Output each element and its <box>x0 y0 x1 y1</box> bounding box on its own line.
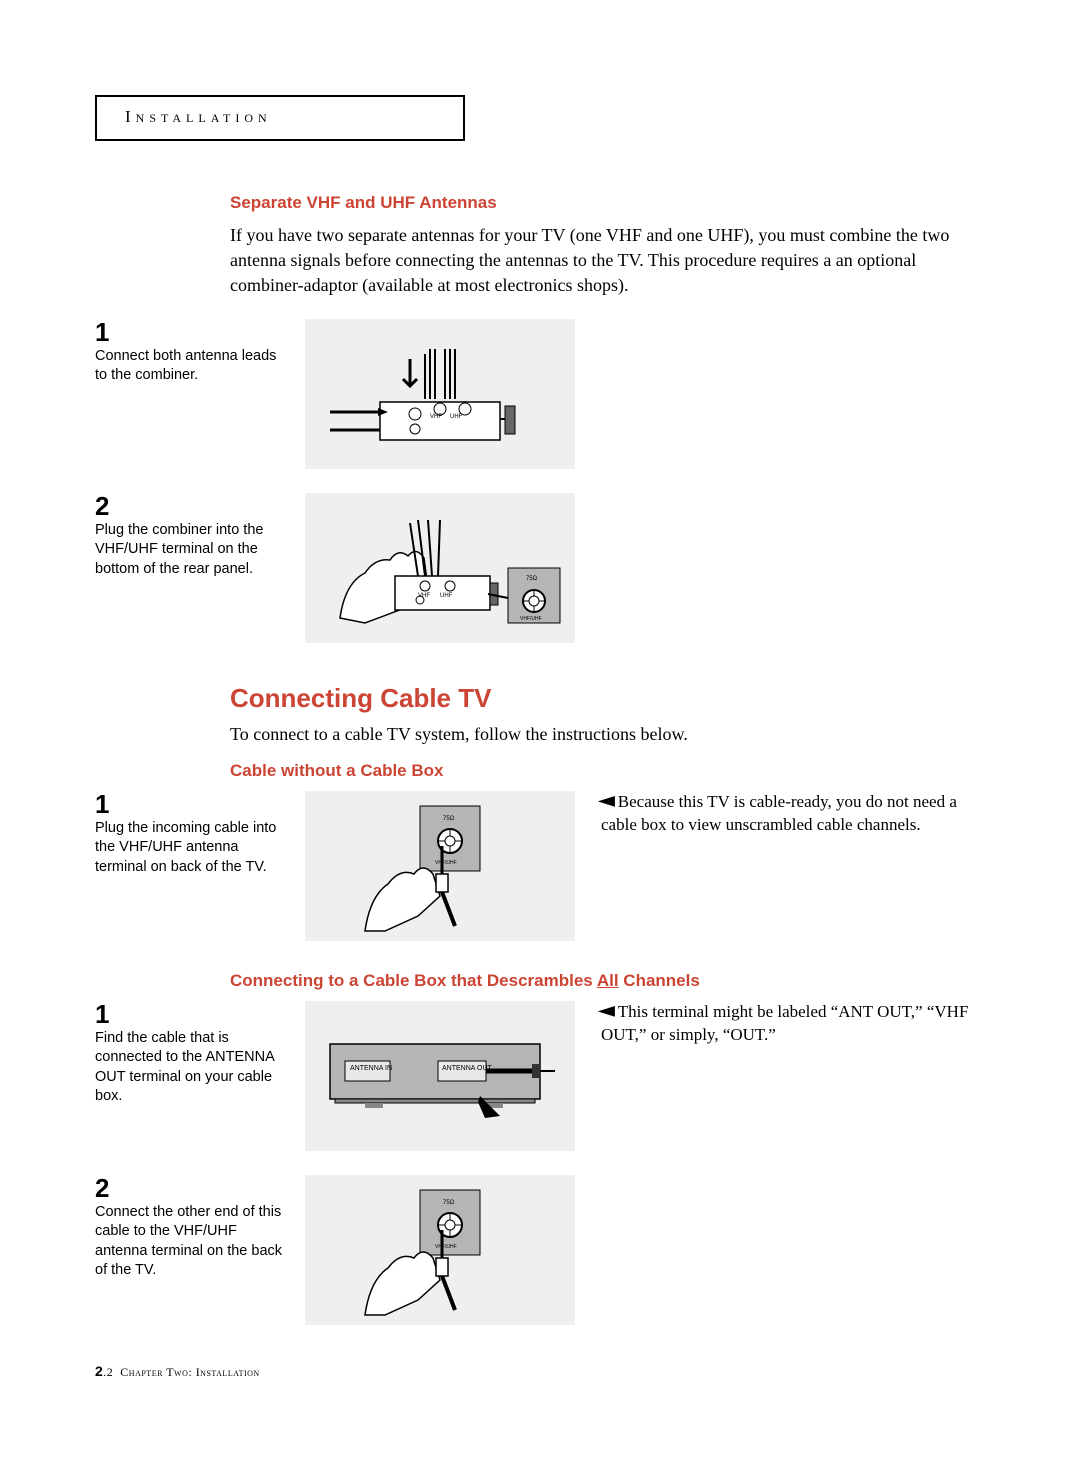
svg-text:UHF: UHF <box>450 414 463 420</box>
chapter-tab: Installation <box>95 95 465 141</box>
step-number: 1 <box>95 1001 291 1027</box>
step-number: 2 <box>95 1175 291 1201</box>
cable-sub1-head: Cable without a Cable Box <box>230 761 975 781</box>
cable-sub2-head: Connecting to a Cable Box that Descrambl… <box>230 971 975 991</box>
svg-text:VHF: VHF <box>418 593 430 599</box>
svg-text:75Ω: 75Ω <box>443 816 455 822</box>
cable-sub1-step1: 1 Plug the incoming cable into the VHF/U… <box>95 791 975 941</box>
svg-text:VHF: VHF <box>430 414 442 420</box>
step-number: 2 <box>95 493 291 519</box>
svg-text:75Ω: 75Ω <box>526 576 538 582</box>
svg-text:VHF/UHF: VHF/UHF <box>435 860 457 866</box>
antenna-intro: If you have two separate antennas for yo… <box>230 223 975 299</box>
note-arrow-icon: ◀ <box>598 1003 615 1022</box>
antenna-step-1: 1 Connect both antenna leads to the comb… <box>95 319 975 469</box>
step-number: 1 <box>95 791 291 817</box>
cable-sub2-step2: 2 Connect the other end of this cable to… <box>95 1175 975 1325</box>
step-text: Connect both antenna leads to the combin… <box>95 347 291 386</box>
cable-box-diagram-icon: ANTENNA IN ANTENNA OUT <box>305 1001 575 1151</box>
page-number-rest: .2 <box>103 1365 113 1379</box>
antenna-subhead: Separate VHF and UHF Antennas <box>230 193 975 213</box>
note-arrow-icon: ◀ <box>598 793 615 812</box>
step-text: Find the cable that is connected to the … <box>95 1029 291 1107</box>
combiner-to-tv-diagram-icon: VHF UHF 75Ω VHF/UHF <box>305 493 575 643</box>
step-text: Connect the other end of this cable to t… <box>95 1203 291 1281</box>
cable-intro: To connect to a cable TV system, follow … <box>230 722 975 747</box>
cable-sub2-step1: 1 Find the cable that is connected to th… <box>95 1001 975 1151</box>
chapter-tab-label: Installation <box>125 107 272 126</box>
svg-text:UHF: UHF <box>440 593 453 599</box>
svg-text:VHF/UHF: VHF/UHF <box>520 616 542 622</box>
combiner-diagram-icon: VHF UHF <box>305 319 575 469</box>
step-text: Plug the combiner into the VHF/UHF termi… <box>95 521 291 580</box>
footer-chapter: Chapter Two: Installation <box>120 1365 259 1379</box>
svg-text:ANTENNA IN: ANTENNA IN <box>350 1065 392 1072</box>
step-number: 1 <box>95 319 291 345</box>
cable-to-tv-diagram-icon: 75Ω VHF/UHF <box>305 1175 575 1325</box>
svg-text:VHF/UHF: VHF/UHF <box>435 1244 457 1250</box>
cable-sub1-note: ◀Because this TV is cable-ready, you do … <box>575 791 975 837</box>
page-footer: 2.2 Chapter Two: Installation <box>95 1363 985 1380</box>
cable-sub2-note: ◀This terminal might be labeled “ANT OUT… <box>575 1001 975 1047</box>
cable-plug-diagram-icon: 75Ω VHF/UHF <box>305 791 575 941</box>
svg-text:75Ω: 75Ω <box>443 1200 455 1206</box>
svg-text:ANTENNA OUT: ANTENNA OUT <box>442 1065 493 1072</box>
cable-main-head: Connecting Cable TV <box>230 683 975 714</box>
step-text: Plug the incoming cable into the VHF/UHF… <box>95 819 291 878</box>
antenna-step-2: 2 Plug the combiner into the VHF/UHF ter… <box>95 493 975 643</box>
